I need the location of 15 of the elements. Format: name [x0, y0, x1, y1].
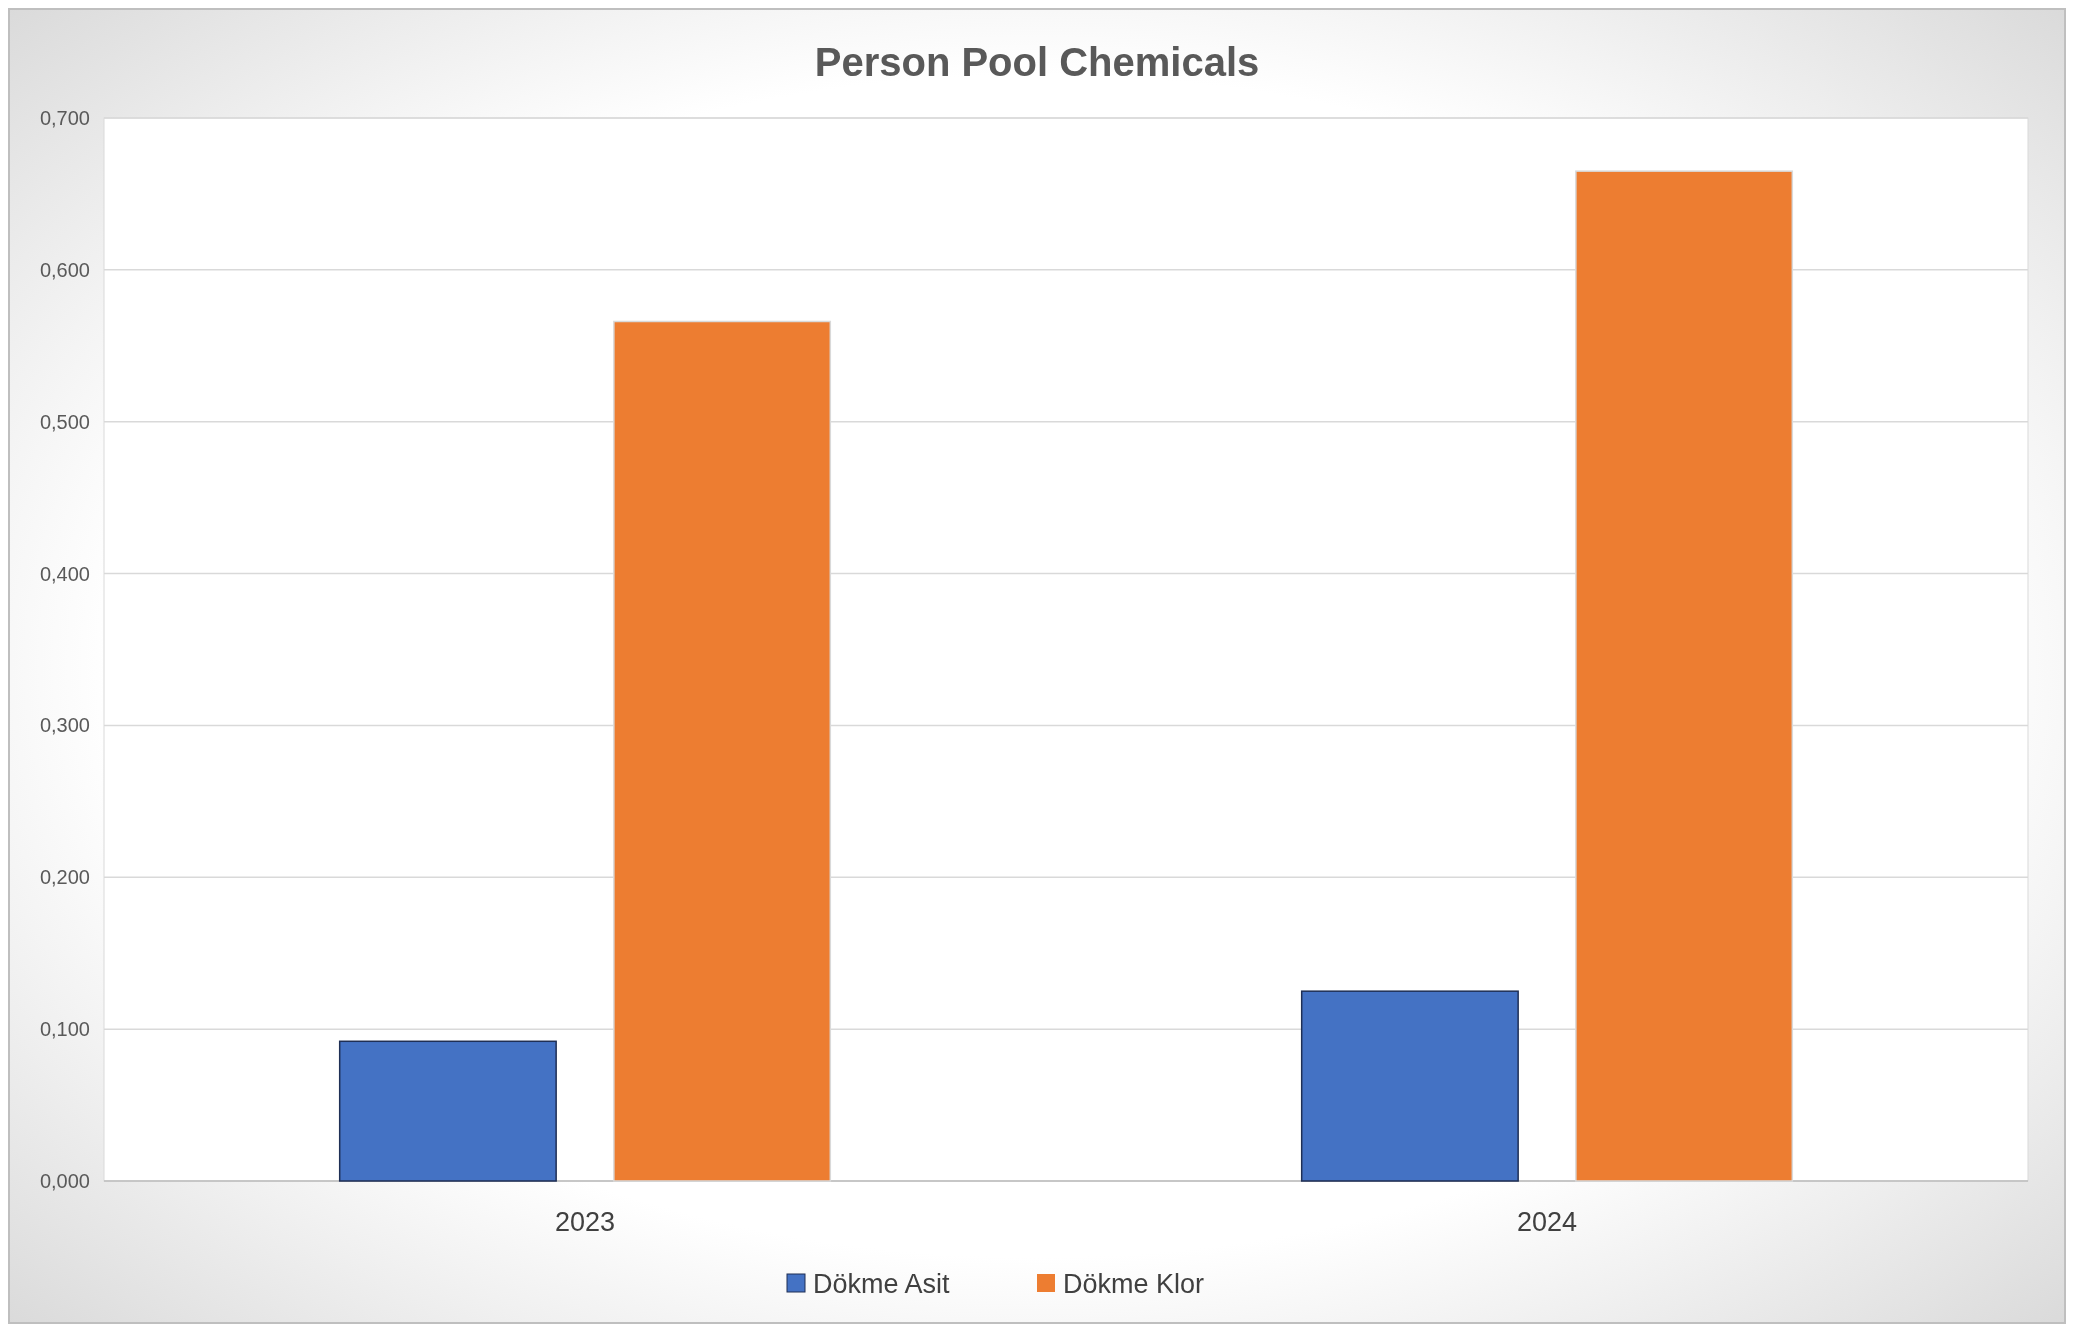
chart-title: Person Pool Chemicals — [814, 40, 1260, 84]
legend-label: Dökme Asit — [813, 1269, 951, 1300]
y-tick-label: 0,700 — [39, 107, 90, 129]
x-tick-label: 2023 — [554, 1207, 616, 1237]
x-tick-label: 2024 — [1516, 1207, 1578, 1237]
bar — [338, 1040, 557, 1182]
y-tick-label: 0,400 — [39, 562, 90, 585]
bar — [1300, 990, 1519, 1182]
y-tick-label: 0,100 — [39, 1018, 90, 1041]
legend-label: Dökme Klor — [1063, 1269, 1205, 1300]
y-tick-label: 0,300 — [39, 714, 90, 737]
y-tick-label: 0,600 — [39, 258, 90, 281]
y-tick-label: 0,000 — [39, 1170, 90, 1192]
y-tick-label: 0,500 — [39, 410, 90, 433]
y-tick-label: 0,200 — [39, 866, 90, 889]
